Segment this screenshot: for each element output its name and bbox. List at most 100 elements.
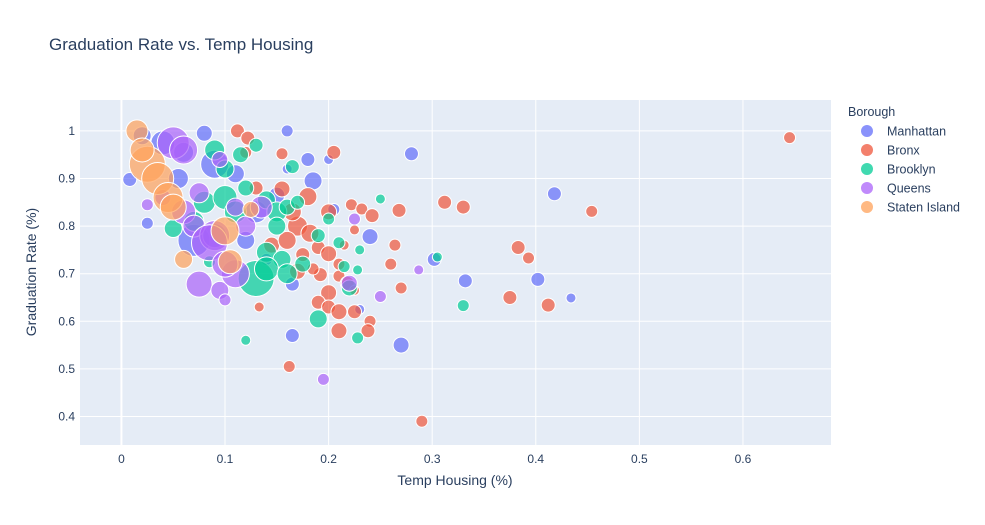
data-point-bronx[interactable] — [522, 251, 536, 265]
legend-item-queens[interactable]: Queens — [861, 182, 931, 196]
legend-marker-icon — [861, 144, 873, 156]
data-point-brooklyn[interactable] — [456, 299, 470, 313]
data-point-queens[interactable] — [211, 150, 229, 168]
data-point-bronx[interactable] — [437, 194, 453, 210]
data-point-bronx[interactable] — [415, 414, 429, 428]
y-tick-label: 0.9 — [58, 172, 75, 186]
data-point-brooklyn[interactable] — [294, 255, 312, 273]
data-point-brooklyn[interactable] — [308, 309, 328, 329]
data-point-bronx[interactable] — [391, 202, 407, 218]
legend-item-bronx[interactable]: Bronx — [861, 144, 920, 158]
data-point-manhattan[interactable] — [284, 328, 300, 344]
data-point-bronx[interactable] — [277, 230, 297, 250]
data-point-bronx[interactable] — [282, 359, 296, 373]
data-point-brooklyn[interactable] — [276, 263, 298, 285]
y-tick-labels: 0.4 0.5 0.6 0.7 0.8 0.9 1 — [58, 124, 75, 424]
data-point-bronx[interactable] — [349, 224, 361, 236]
data-point-bronx[interactable] — [783, 131, 797, 145]
data-point-brooklyn[interactable] — [310, 228, 326, 244]
y-tick-label: 1 — [68, 124, 75, 138]
y-tick-label: 0.7 — [58, 267, 75, 281]
data-point-brooklyn[interactable] — [322, 212, 336, 226]
data-point-bronx[interactable] — [455, 199, 471, 215]
data-point-manhattan[interactable] — [530, 271, 546, 287]
data-point-bronx[interactable] — [326, 144, 342, 160]
data-point-bronx[interactable] — [273, 180, 291, 198]
data-point-manhattan[interactable] — [546, 186, 562, 202]
x-tick-label: 0.2 — [320, 452, 337, 466]
data-point-brooklyn[interactable] — [240, 334, 252, 346]
data-point-bronx[interactable] — [360, 323, 376, 339]
data-point-bronx[interactable] — [355, 202, 369, 216]
data-point-manhattan[interactable] — [565, 292, 577, 304]
data-point-staten-island[interactable] — [129, 137, 155, 163]
data-point-brooklyn[interactable] — [232, 146, 250, 164]
data-point-queens[interactable] — [413, 264, 425, 276]
legend-item-brooklyn[interactable]: Brooklyn — [861, 163, 936, 177]
data-point-brooklyn[interactable] — [351, 331, 365, 345]
data-point-queens[interactable] — [373, 290, 387, 304]
data-point-manhattan[interactable] — [140, 216, 154, 230]
data-point-brooklyn[interactable] — [374, 193, 386, 205]
data-point-bronx[interactable] — [253, 301, 265, 313]
data-point-bronx[interactable] — [330, 322, 348, 340]
data-point-queens[interactable] — [218, 293, 232, 307]
data-point-bronx[interactable] — [510, 240, 526, 256]
data-point-staten-island[interactable] — [242, 200, 260, 218]
data-point-bronx[interactable] — [275, 147, 289, 161]
data-point-manhattan[interactable] — [457, 273, 473, 289]
data-point-queens[interactable] — [185, 270, 213, 298]
x-tick-label: 0.5 — [631, 452, 648, 466]
data-point-brooklyn[interactable] — [248, 137, 264, 153]
data-point-brooklyn[interactable] — [354, 244, 366, 256]
data-point-manhattan[interactable] — [300, 151, 316, 167]
data-point-queens[interactable] — [316, 372, 330, 386]
data-point-bronx[interactable] — [384, 257, 398, 271]
data-point-bronx[interactable] — [347, 304, 363, 320]
data-point-queens[interactable] — [348, 212, 362, 226]
data-point-staten-island[interactable] — [210, 216, 240, 246]
data-point-bronx[interactable] — [388, 238, 402, 252]
data-point-manhattan[interactable] — [403, 146, 419, 162]
data-point-brooklyn[interactable] — [337, 260, 351, 274]
data-point-bronx[interactable] — [502, 289, 518, 305]
data-point-queens[interactable] — [169, 135, 199, 165]
data-point-bronx[interactable] — [364, 208, 380, 224]
data-point-bronx[interactable] — [585, 204, 599, 218]
data-point-brooklyn[interactable] — [237, 179, 255, 197]
data-point-queens[interactable] — [188, 182, 210, 204]
data-point-queens[interactable] — [340, 274, 358, 292]
data-point-bronx[interactable] — [330, 303, 348, 321]
data-point-staten-island[interactable] — [159, 193, 187, 221]
data-point-bronx[interactable] — [320, 245, 338, 263]
data-point-brooklyn[interactable] — [253, 256, 279, 282]
data-point-manhattan[interactable] — [392, 336, 410, 354]
data-point-brooklyn[interactable] — [290, 194, 306, 210]
data-point-brooklyn[interactable] — [332, 236, 346, 250]
legend-label: Manhattan — [887, 125, 946, 139]
x-tick-label: 0.3 — [424, 452, 441, 466]
legend[interactable]: Borough Manhattan Bronx Brooklyn Queens Stat… — [848, 105, 960, 215]
x-tick-label: 0.1 — [217, 452, 234, 466]
legend-item-manhattan[interactable]: Manhattan — [861, 125, 946, 139]
data-point-brooklyn[interactable] — [431, 251, 443, 263]
data-point-brooklyn[interactable] — [267, 216, 287, 236]
legend-item-staten-island[interactable]: Staten Island — [861, 201, 960, 215]
data-point-staten-island[interactable] — [174, 249, 194, 269]
legend-marker-icon — [861, 182, 873, 194]
x-tick-label: 0.6 — [735, 452, 752, 466]
data-point-manhattan[interactable] — [195, 124, 213, 142]
data-point-manhattan[interactable] — [280, 124, 294, 138]
legend-marker-icon — [861, 201, 873, 213]
data-point-brooklyn[interactable] — [352, 264, 364, 276]
data-point-queens[interactable] — [225, 197, 245, 217]
data-point-bronx[interactable] — [540, 297, 556, 313]
legend-label: Queens — [887, 182, 931, 196]
data-point-brooklyn[interactable] — [284, 159, 300, 175]
data-point-staten-island[interactable] — [217, 249, 243, 275]
data-point-queens[interactable] — [140, 198, 154, 212]
data-point-manhattan[interactable] — [361, 228, 379, 246]
data-point-bronx[interactable] — [394, 281, 408, 295]
data-point-bronx[interactable] — [229, 123, 245, 139]
